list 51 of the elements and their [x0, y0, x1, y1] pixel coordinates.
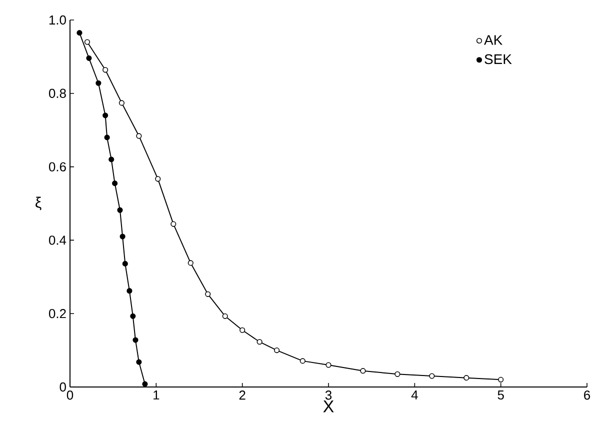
point: [102, 112, 108, 118]
point: [96, 80, 102, 86]
y-tick-label: 0.4: [48, 236, 66, 245]
point: [498, 376, 504, 382]
x-tick-label: 5: [498, 390, 504, 400]
point: [300, 358, 306, 364]
point: [464, 375, 470, 381]
point: [104, 134, 110, 140]
point: [108, 156, 114, 162]
point: [170, 221, 176, 227]
point: [326, 362, 332, 368]
point: [240, 327, 246, 333]
x-tick-label: 2: [239, 390, 246, 400]
y-axis-title: ξ: [36, 196, 42, 210]
x-tick-label: 4: [411, 390, 418, 400]
x-tick-label: 3: [325, 390, 332, 400]
point: [136, 133, 142, 139]
x-tick-label: 0: [66, 390, 74, 400]
point: [112, 180, 118, 186]
y-tick-label: 0: [60, 382, 66, 392]
point: [429, 373, 435, 379]
point: [205, 291, 211, 297]
point: [117, 207, 123, 213]
legend-label: AK: [484, 35, 502, 45]
point: [360, 368, 366, 374]
point: [76, 30, 82, 36]
point: [222, 313, 228, 319]
x-tick-label: 1: [154, 390, 160, 400]
point: [118, 100, 124, 106]
point: [274, 348, 280, 354]
y-tick-label: 0.2: [48, 309, 66, 318]
point: [142, 381, 148, 387]
legend-label: SEK: [484, 54, 512, 64]
y-tick-label: 0.6: [48, 162, 66, 172]
point: [136, 359, 142, 365]
point: [126, 288, 132, 294]
x-tick-label: 6: [584, 390, 590, 400]
point: [256, 339, 262, 345]
y-tick-label: 1.0: [49, 15, 66, 25]
x-axis-title: X: [323, 400, 334, 412]
point: [394, 371, 400, 377]
point: [122, 260, 128, 266]
point: [86, 55, 92, 61]
point: [102, 67, 108, 73]
point: [120, 234, 126, 240]
point: [188, 260, 194, 266]
point: [132, 337, 138, 343]
point: [155, 176, 161, 182]
y-tick-label: 0.8: [48, 88, 66, 98]
point: [130, 313, 136, 319]
point: [84, 39, 90, 45]
